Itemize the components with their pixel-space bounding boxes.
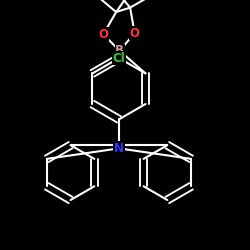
Text: O: O bbox=[130, 26, 140, 40]
Text: N: N bbox=[114, 142, 124, 155]
Text: O: O bbox=[98, 28, 108, 41]
Text: Cl: Cl bbox=[112, 52, 125, 64]
Text: B: B bbox=[115, 44, 124, 57]
